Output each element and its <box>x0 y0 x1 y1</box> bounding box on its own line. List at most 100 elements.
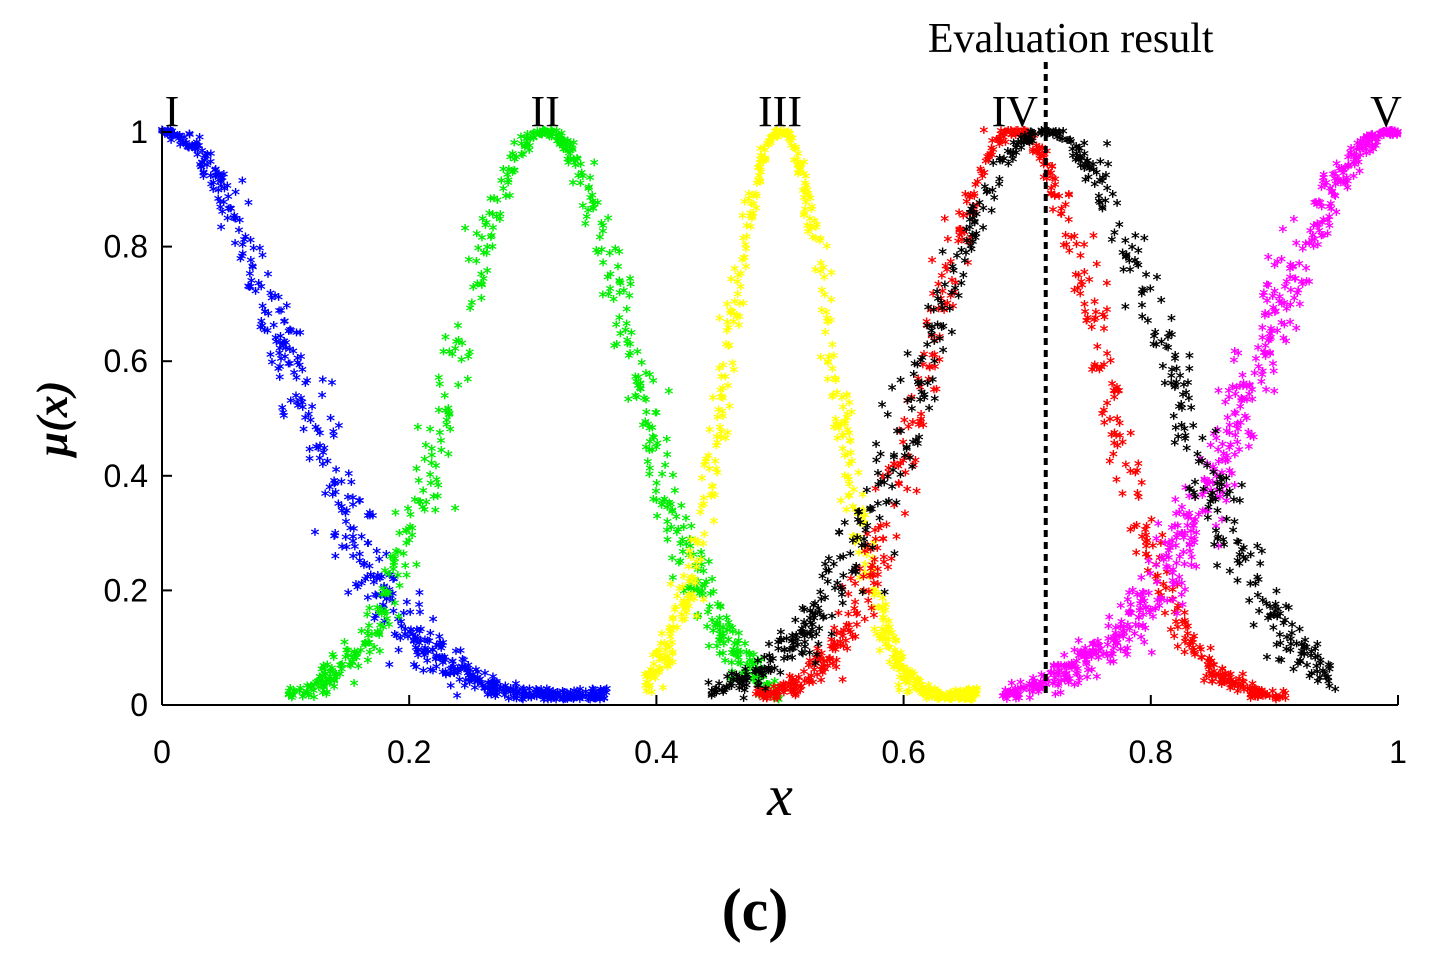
point: * <box>697 499 707 519</box>
point: * <box>779 127 789 147</box>
point: * <box>806 669 816 689</box>
point: * <box>165 128 175 148</box>
point: * <box>900 675 910 695</box>
point: * <box>431 660 441 680</box>
point: * <box>509 691 519 711</box>
point: * <box>1225 485 1235 505</box>
point: * <box>748 673 758 693</box>
point: * <box>466 672 476 692</box>
point: * <box>633 371 643 391</box>
point: * <box>598 256 608 276</box>
point: * <box>562 152 572 172</box>
point: * <box>245 280 255 300</box>
point: * <box>696 546 706 566</box>
point: * <box>972 682 982 702</box>
point: * <box>726 273 736 293</box>
point: * <box>705 423 715 443</box>
point: * <box>664 656 674 676</box>
point: * <box>186 140 196 160</box>
point: * <box>375 589 385 609</box>
y-axis-label: μ(x) <box>28 381 77 459</box>
point: * <box>701 452 711 472</box>
point: * <box>685 593 695 613</box>
point: * <box>477 677 487 697</box>
point: * <box>175 138 185 158</box>
point: * <box>405 606 415 626</box>
point: * <box>761 678 771 698</box>
point: * <box>1246 548 1256 568</box>
point: * <box>401 568 411 588</box>
point: * <box>878 532 888 552</box>
point: * <box>793 158 803 178</box>
point: * <box>770 686 780 706</box>
point: * <box>968 688 978 708</box>
point: * <box>1034 140 1044 160</box>
point: * <box>379 603 389 623</box>
series-ii: ****************************************… <box>284 123 785 713</box>
point: * <box>659 493 669 513</box>
point: * <box>713 617 723 637</box>
point: * <box>197 155 207 175</box>
point: * <box>286 394 296 414</box>
point: * <box>531 686 541 706</box>
point: * <box>464 669 474 689</box>
point: * <box>893 656 903 676</box>
point: * <box>758 681 768 701</box>
point: * <box>1224 674 1234 694</box>
point: * <box>895 457 905 477</box>
point: * <box>889 458 899 478</box>
point: * <box>695 506 705 526</box>
point: * <box>982 150 992 170</box>
point: * <box>816 663 826 683</box>
point: * <box>288 344 298 364</box>
point: * <box>1170 606 1180 626</box>
point: * <box>1019 130 1029 150</box>
point: * <box>235 213 245 233</box>
point: * <box>545 687 555 707</box>
point: * <box>343 649 353 669</box>
point: * <box>364 602 374 622</box>
point: * <box>1112 412 1122 432</box>
point: * <box>1064 187 1074 207</box>
point: * <box>780 683 790 703</box>
point: * <box>755 156 765 176</box>
point: * <box>379 579 389 599</box>
point: * <box>953 234 963 254</box>
point: * <box>879 555 889 575</box>
point: * <box>765 687 775 707</box>
point: * <box>491 210 501 230</box>
point: * <box>191 138 201 158</box>
point: * <box>842 423 852 443</box>
point: * <box>679 521 689 541</box>
point: * <box>828 657 838 677</box>
point: * <box>680 601 690 621</box>
point: * <box>329 673 339 693</box>
point: * <box>475 673 485 693</box>
point: * <box>716 370 726 390</box>
point: * <box>477 277 487 297</box>
point: * <box>718 359 728 379</box>
point: * <box>489 678 499 698</box>
point: * <box>219 195 229 215</box>
point: * <box>1099 322 1109 342</box>
point: * <box>806 222 816 242</box>
point: * <box>979 123 989 143</box>
point: * <box>696 558 706 578</box>
point: * <box>483 676 493 696</box>
point: * <box>318 686 328 706</box>
point: * <box>808 675 818 695</box>
point: * <box>1234 672 1244 692</box>
point: * <box>683 560 693 580</box>
point: * <box>346 659 356 679</box>
point: * <box>1238 674 1248 694</box>
point: * <box>352 581 362 601</box>
point: * <box>451 335 461 355</box>
point: * <box>981 155 991 175</box>
point: * <box>239 233 249 253</box>
point: * <box>284 689 294 709</box>
point: * <box>556 137 566 157</box>
point: * <box>314 681 324 701</box>
point: * <box>1229 679 1239 699</box>
point: * <box>577 690 587 710</box>
point: * <box>1217 677 1227 697</box>
